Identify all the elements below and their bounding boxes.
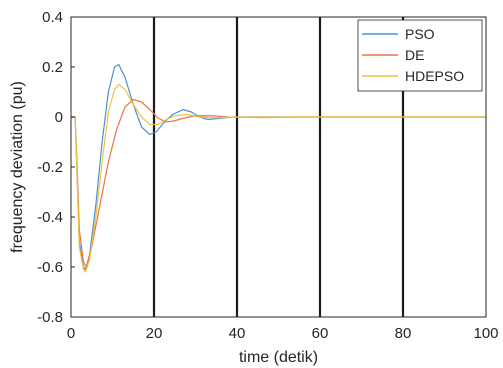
x-axis-label: time (detik) bbox=[239, 349, 318, 366]
series-line-de bbox=[71, 98, 486, 268]
y-axis-label: frequency deviation (pu) bbox=[9, 81, 26, 253]
series-layer bbox=[71, 63, 486, 273]
x-tick-label: 80 bbox=[395, 325, 412, 342]
y-tick-label: -0.8 bbox=[37, 309, 63, 326]
y-tick-label: 0.4 bbox=[42, 9, 63, 26]
y-tick-label: -0.4 bbox=[37, 209, 63, 226]
y-tick-label: -0.2 bbox=[37, 159, 63, 176]
y-tick-label: -0.6 bbox=[37, 259, 63, 276]
x-axis-ticks: 0 20 40 60 80 100 bbox=[67, 313, 499, 342]
legend-label-pso: PSO bbox=[405, 26, 435, 42]
x-tick-label: 0 bbox=[67, 325, 75, 342]
legend-label-de: DE bbox=[405, 47, 424, 63]
legend: PSO DE HDEPSO bbox=[357, 19, 483, 92]
legend-label-hdepso: HDEPSO bbox=[405, 68, 464, 84]
x-tick-label: 40 bbox=[229, 325, 246, 342]
y-tick-label: 0.2 bbox=[42, 59, 63, 76]
x-tick-label: 100 bbox=[473, 325, 498, 342]
y-tick-label: 0 bbox=[55, 109, 63, 126]
y-axis-ticks: 0.4 0.2 0 -0.2 -0.4 -0.6 -0.8 bbox=[37, 9, 75, 326]
x-tick-label: 20 bbox=[146, 325, 163, 342]
series-line-hdepso bbox=[71, 83, 486, 273]
x-tick-label: 60 bbox=[312, 325, 329, 342]
